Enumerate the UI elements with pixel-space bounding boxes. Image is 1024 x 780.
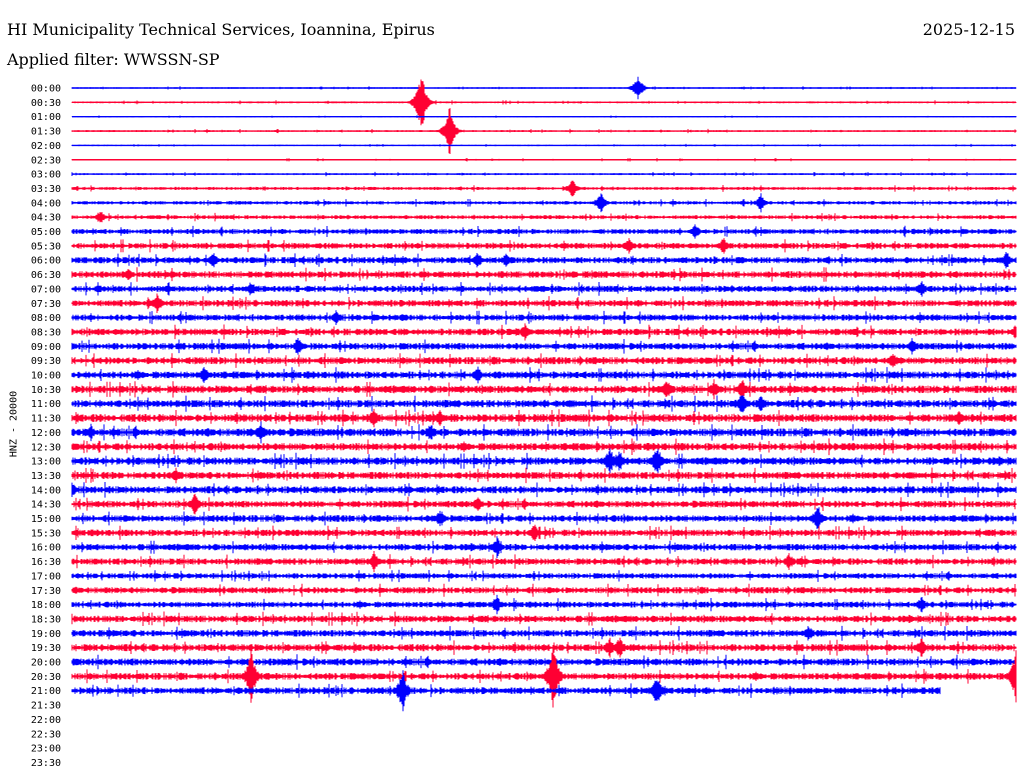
y-tick-label: 08:30 xyxy=(31,327,61,338)
y-tick-label: 12:30 xyxy=(31,442,61,453)
y-tick-label: 11:00 xyxy=(31,399,61,410)
y-tick-label: 01:30 xyxy=(31,127,61,138)
y-tick-label: 18:00 xyxy=(31,600,61,611)
y-tick-label: 12:00 xyxy=(31,428,61,439)
station-title: HI Municipality Technical Services, Ioan… xyxy=(7,20,435,39)
y-tick-label: 04:30 xyxy=(31,213,61,224)
y-tick-label: 06:30 xyxy=(31,270,61,281)
y-tick-label: 19:30 xyxy=(31,643,61,654)
y-tick-label: 04:00 xyxy=(31,198,61,209)
y-tick-label: 17:00 xyxy=(31,571,61,582)
y-tick-label: 19:00 xyxy=(31,629,61,640)
y-tick-label: 09:00 xyxy=(31,342,61,353)
y-tick-label: 10:00 xyxy=(31,371,61,382)
y-tick-label: 07:30 xyxy=(31,299,61,310)
y-tick-label: 14:30 xyxy=(31,500,61,511)
y-tick-label: 06:00 xyxy=(31,256,61,267)
y-tick-label: 15:30 xyxy=(31,528,61,539)
y-tick-label: 23:30 xyxy=(31,758,61,769)
y-tick-label: 14:00 xyxy=(31,485,61,496)
y-tick-label: 02:30 xyxy=(31,155,61,166)
y-tick-label: 07:00 xyxy=(31,284,61,295)
y-tick-label: 00:00 xyxy=(31,84,61,95)
y-tick-label: 18:30 xyxy=(31,614,61,625)
y-tick-label: 13:00 xyxy=(31,457,61,468)
y-tick-label: 05:30 xyxy=(31,241,61,252)
y-tick-label: 17:30 xyxy=(31,586,61,597)
y-tick-label: 03:00 xyxy=(31,170,61,181)
y-tick-label: 21:30 xyxy=(31,701,61,712)
y-tick-label: 13:30 xyxy=(31,471,61,482)
y-tick-label: 16:00 xyxy=(31,543,61,554)
y-tick-label: 15:00 xyxy=(31,514,61,525)
y-tick-label: 03:30 xyxy=(31,184,61,195)
y-tick-label: 22:00 xyxy=(31,715,61,726)
y-tick-label: 02:00 xyxy=(31,141,61,152)
y-tick-label: 23:00 xyxy=(31,744,61,755)
date-label: 2025-12-15 xyxy=(922,20,1015,39)
y-tick-label: 16:30 xyxy=(31,557,61,568)
y-tick-label: 11:30 xyxy=(31,414,61,425)
y-tick-label: 01:00 xyxy=(31,112,61,123)
y-tick-label: 20:30 xyxy=(31,672,61,683)
y-tick-label: 10:30 xyxy=(31,385,61,396)
filter-label: Applied filter: WWSSN-SP xyxy=(7,50,220,69)
y-tick-label: 00:30 xyxy=(31,98,61,109)
y-tick-label: 21:00 xyxy=(31,686,61,697)
y-tick-label: 05:00 xyxy=(31,227,61,238)
y-tick-label: 09:30 xyxy=(31,356,61,367)
y-tick-label: 20:00 xyxy=(31,658,61,669)
y-tick-label: 22:30 xyxy=(31,729,61,740)
y-tick-label: 08:00 xyxy=(31,313,61,324)
